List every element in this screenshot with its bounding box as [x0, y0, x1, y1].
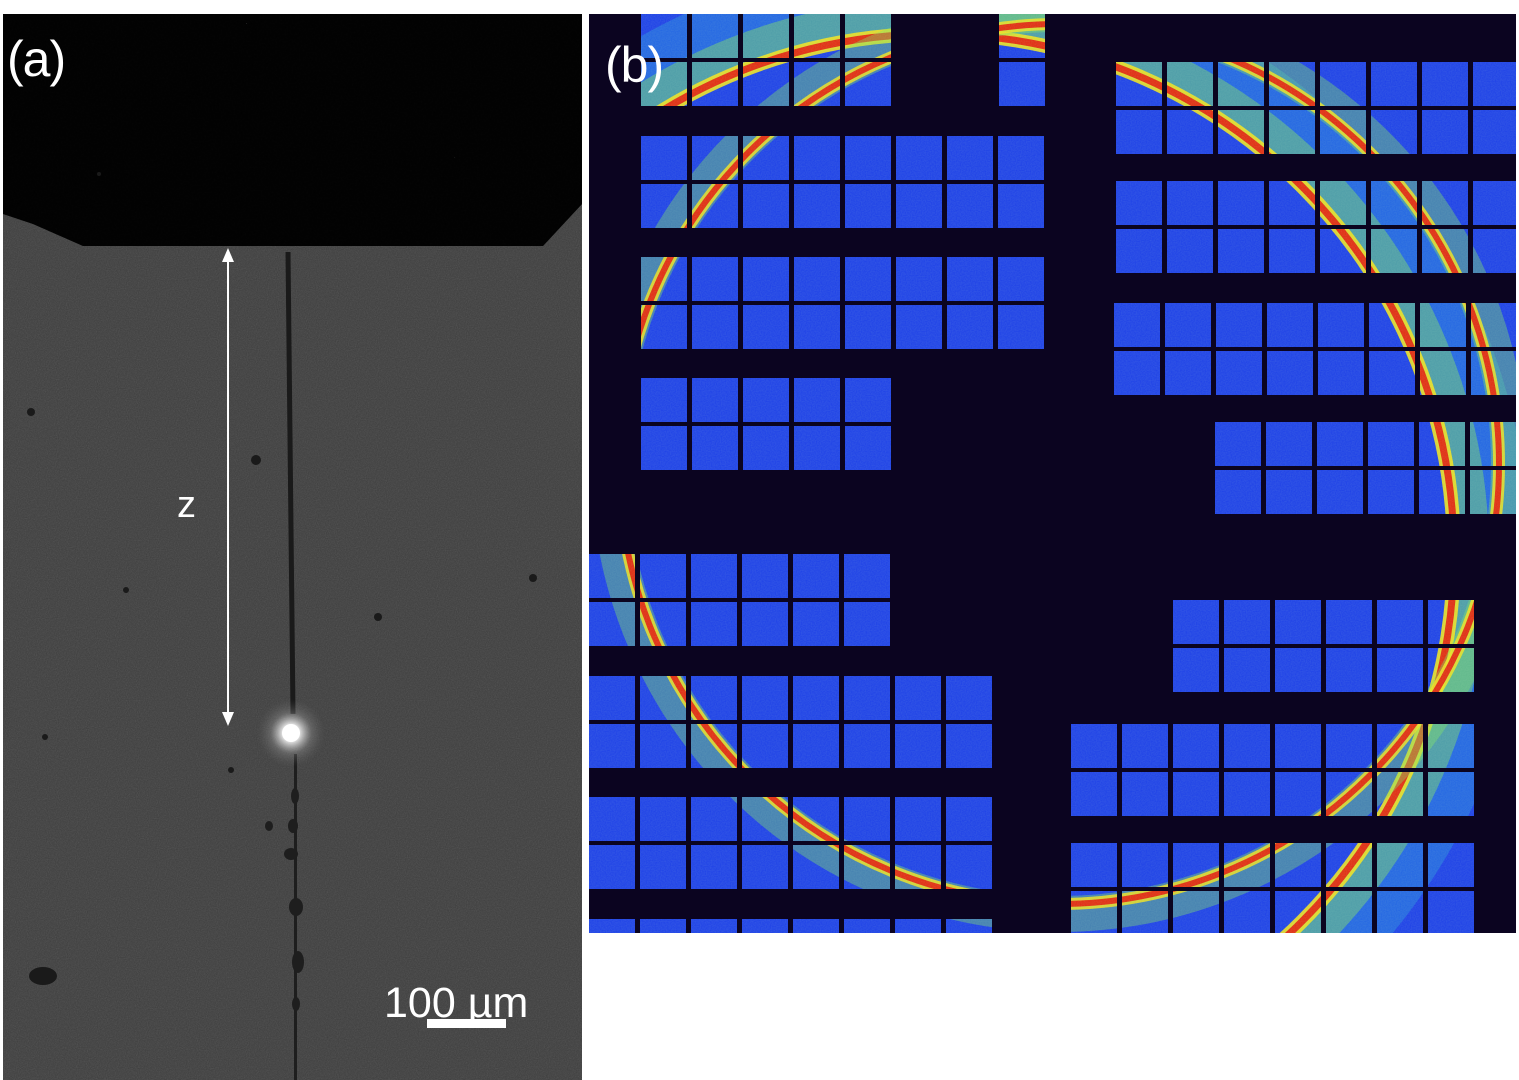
scale-bar	[427, 1019, 506, 1028]
nozzle-region	[3, 14, 582, 246]
panel-label-b: (b)	[605, 37, 664, 93]
microscope-panel: (a) z 100 µm	[3, 14, 582, 1080]
interaction-spot	[257, 699, 325, 767]
detector-panel: (b)	[589, 14, 1516, 933]
distance-label: z	[177, 484, 196, 526]
liquid-jet	[285, 251, 296, 715]
panel-label-a: (a)	[7, 31, 66, 87]
dust-specks	[27, 172, 537, 985]
scale-bar-label: 100 µm	[384, 979, 529, 1027]
droplet-trail	[265, 754, 304, 1080]
distance-arrow	[222, 248, 234, 726]
detector-image	[589, 14, 1516, 933]
microscope-image	[3, 14, 582, 1080]
